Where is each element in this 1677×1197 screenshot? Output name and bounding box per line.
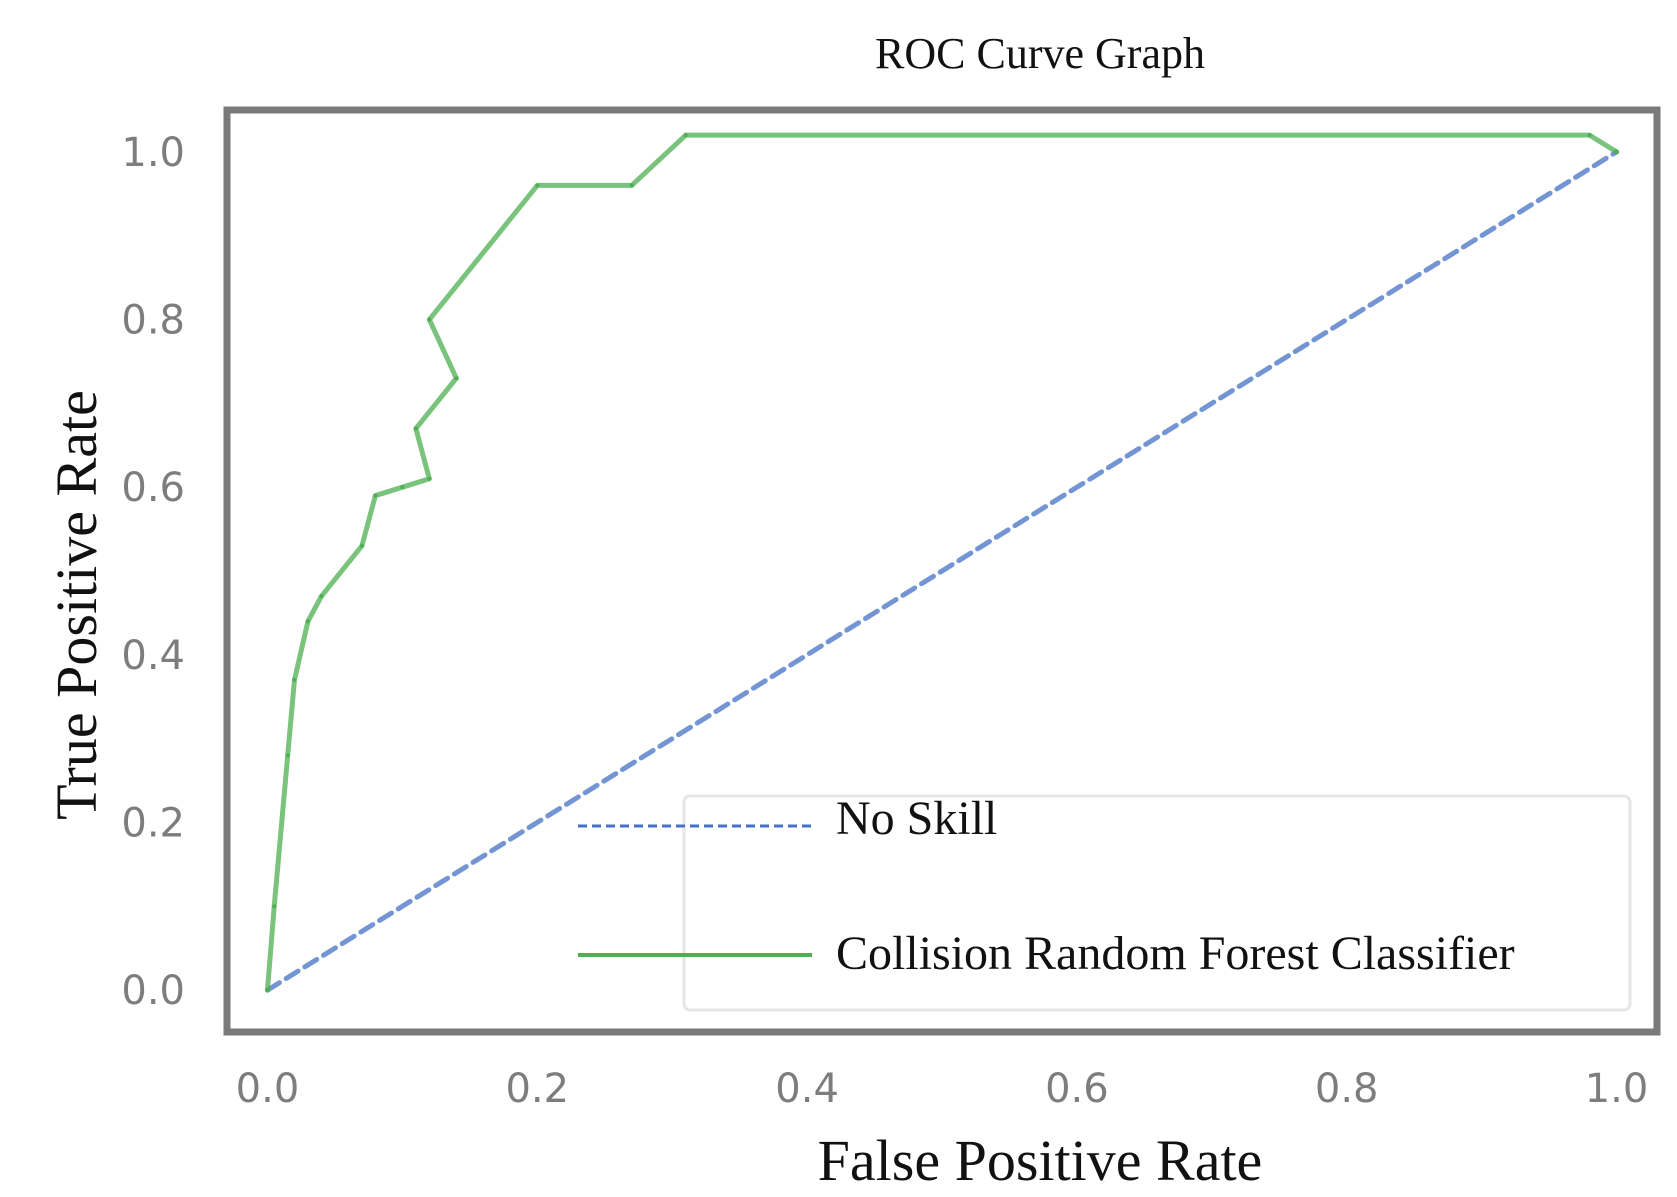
data-point-random-forest [454, 376, 459, 381]
series-line-random-forest [264, 132, 1620, 993]
y-tick-label: 0.6 [121, 465, 185, 511]
data-point-random-forest [265, 988, 270, 993]
data-point-random-forest [272, 904, 277, 909]
x-axis-label: False Positive Rate [818, 1128, 1263, 1193]
y-tick-label: 0.0 [121, 968, 185, 1014]
legend-frame [682, 794, 1632, 1012]
x-tick-label: 0.4 [775, 1066, 839, 1112]
series-line-no-skill [264, 149, 1620, 993]
x-tick-label: 0.6 [1045, 1066, 1109, 1112]
data-point-random-forest [305, 619, 310, 624]
x-tick-label: 0.0 [236, 1066, 300, 1112]
x-tick-label: 0.8 [1315, 1066, 1379, 1112]
x-tick-label: 1.0 [1585, 1066, 1649, 1112]
data-point-random-forest [373, 493, 378, 498]
y-tick-label: 0.4 [121, 633, 185, 679]
data-point-random-forest [400, 485, 405, 490]
data-point-random-forest [292, 677, 297, 682]
data-point-random-forest [285, 753, 290, 758]
data-point-random-forest [683, 133, 688, 138]
data-point-random-forest [1614, 149, 1619, 154]
y-axis-label: True Positive Rate [44, 390, 109, 820]
y-tick-label: 0.2 [121, 800, 185, 846]
legend-label-no-skill: No Skill [836, 792, 997, 845]
legend-label-random-forest: Collision Random Forest Classifier [836, 927, 1515, 980]
data-point-random-forest [629, 183, 634, 188]
y-tick-label: 1.0 [121, 130, 185, 176]
legend: No Skill Collision Random Forest Classif… [578, 792, 1632, 1012]
y-tick-label: 0.8 [121, 298, 185, 344]
data-point-random-forest [535, 183, 540, 188]
chart-title: ROC Curve Graph [875, 29, 1205, 78]
x-tick-label: 0.2 [505, 1066, 569, 1112]
data-point-random-forest [427, 317, 432, 322]
plot-frame-border [223, 106, 1661, 1036]
data-point-random-forest [413, 426, 418, 431]
data-point-random-forest [427, 476, 432, 481]
data-point-random-forest [319, 594, 324, 599]
data-point-random-forest [359, 543, 364, 548]
data-point-random-forest [1587, 133, 1592, 138]
